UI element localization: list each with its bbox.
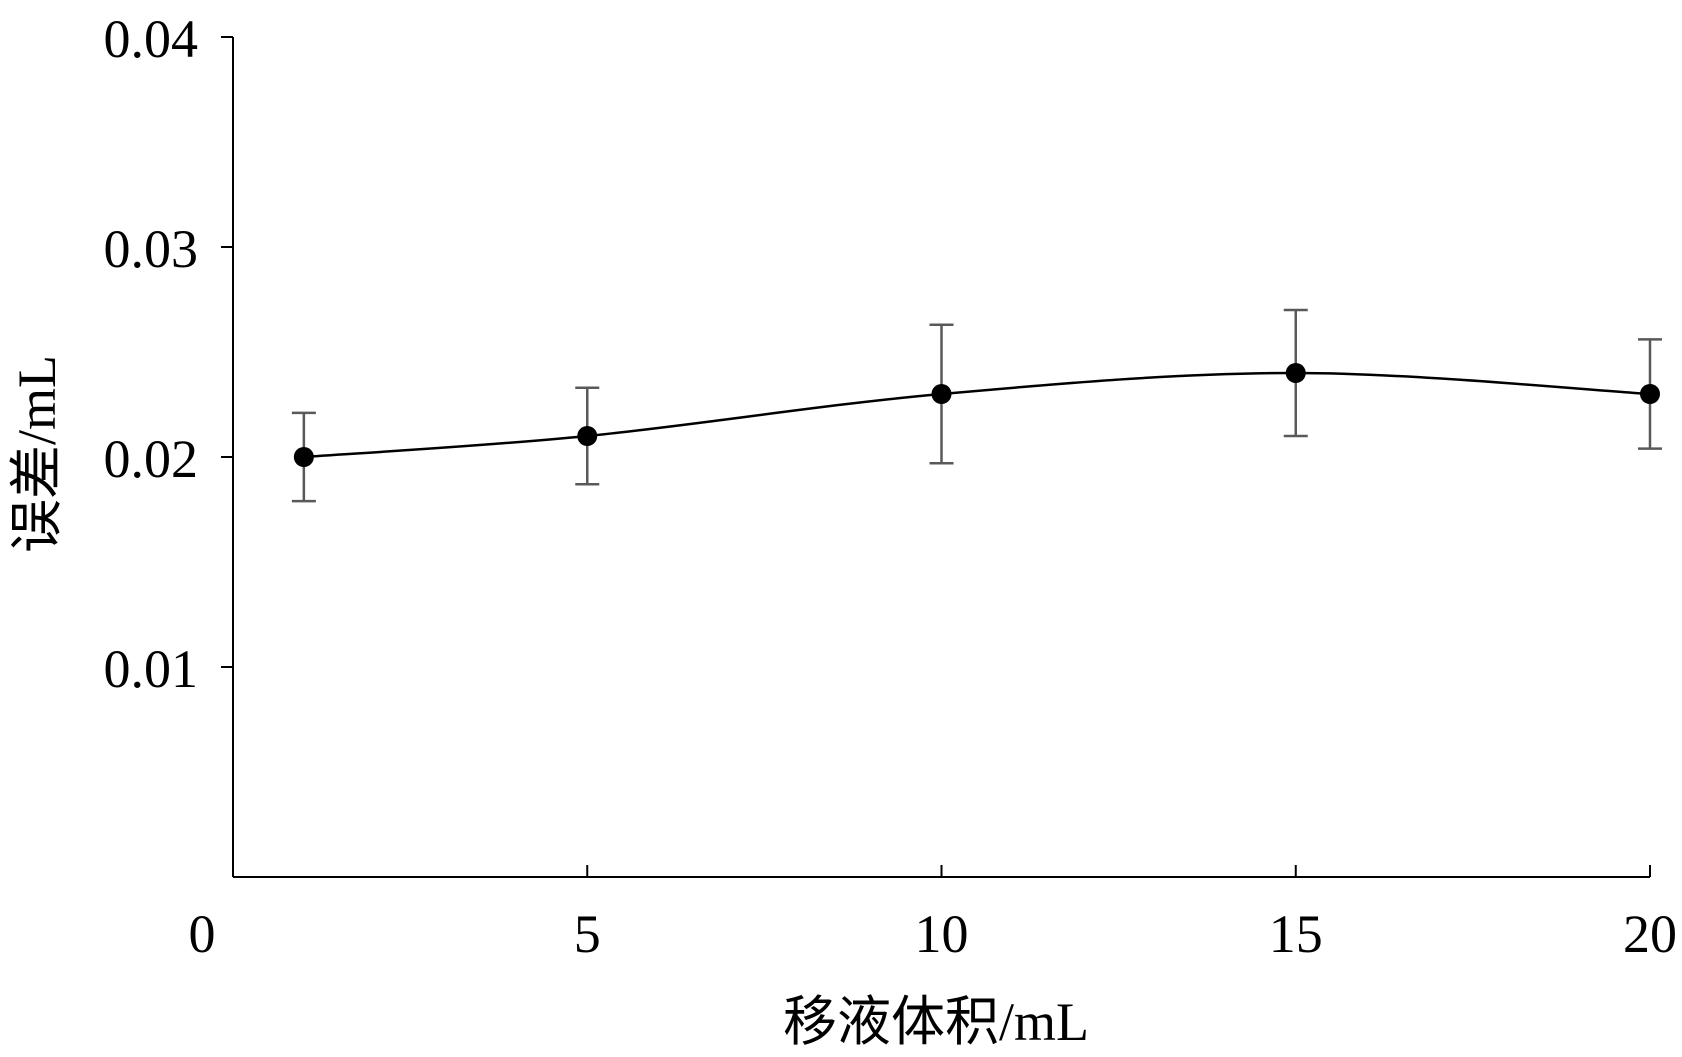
y-tick-label: 0.04 (104, 9, 199, 69)
series (293, 363, 1660, 467)
x-tick-label: 5 (574, 904, 601, 964)
x-tick-label: 0 (189, 904, 216, 964)
x-tick-label: 20 (1623, 904, 1677, 964)
y-tick-label: 0.03 (104, 219, 199, 279)
y-axis-label: 误差/mL (7, 355, 67, 553)
data-point (1640, 384, 1660, 404)
x-axis-label: 移液体积/mL (783, 992, 1089, 1052)
data-point (577, 426, 598, 446)
data-point (931, 384, 952, 404)
ticks: 0.01 0.02 0.03 0.04 0 5 10 15 20 (104, 9, 1678, 964)
x-tick-label: 15 (1269, 904, 1323, 964)
data-point (293, 447, 314, 467)
y-tick-label: 0.01 (104, 639, 199, 699)
data-point (1285, 363, 1306, 383)
error-bars (291, 308, 1662, 503)
series-line (303, 371, 1651, 459)
x-tick-label: 10 (915, 904, 969, 964)
y-tick-label: 0.02 (104, 429, 199, 489)
